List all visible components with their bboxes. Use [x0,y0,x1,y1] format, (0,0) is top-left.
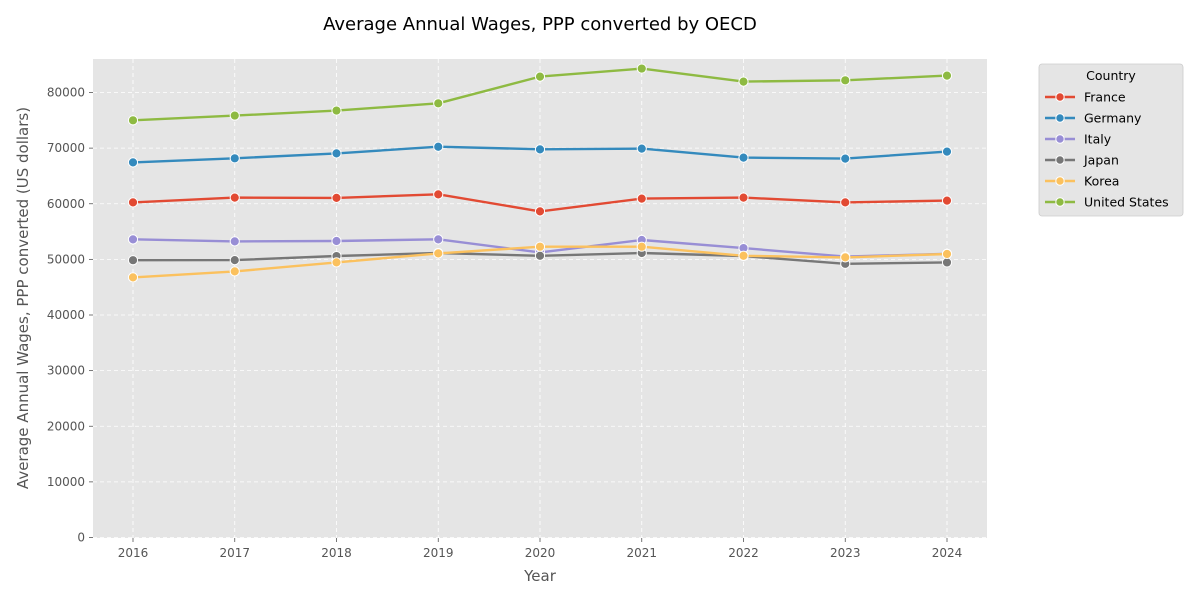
legend-item: Japan [1045,153,1119,168]
legend-item: Germany [1045,111,1142,126]
data-point [433,141,444,152]
legend-label: Korea [1084,174,1119,189]
data-point [229,110,240,121]
data-point [127,255,139,266]
data-point [534,144,546,155]
data-point [331,192,342,204]
y-tick-label: 40000 [47,308,85,322]
data-point [433,98,444,109]
data-point [534,71,546,82]
data-point [738,250,749,261]
data-point [229,192,240,203]
y-tick-label: 70000 [47,141,85,155]
series-united-states [127,63,953,126]
legend-label: United States [1084,195,1169,210]
y-tick-label: 10000 [47,475,85,489]
y-tick-label: 20000 [47,419,85,433]
series-lines [127,63,953,283]
x-axis: 2016 2017 2018 2019 2020 2021 2022 2023 2024 [118,538,963,560]
legend: Country France Germany Italy Japan Korea Unit… [1038,63,1184,217]
legend-label: Italy [1084,132,1112,147]
y-tick-label: 50000 [47,252,85,266]
legend-marker-icon [1055,197,1065,207]
legend-label: Germany [1084,111,1142,126]
legend-label: Japan [1083,153,1119,168]
legend-marker-icon [1055,134,1065,144]
data-point [433,189,444,200]
legend-marker-icon [1055,176,1065,186]
data-point [941,257,953,268]
data-point [636,193,647,204]
legend-marker-icon [1055,113,1065,123]
y-tick-label: 0 [77,531,85,545]
data-point [331,257,342,268]
data-point [941,70,953,81]
data-point [840,153,851,164]
series-germany [127,141,953,168]
x-tick-label: 2016 [118,546,149,560]
data-point [229,254,240,266]
data-point [229,266,240,277]
legend-item: France [1045,90,1126,105]
y-tick-label: 60000 [47,197,85,211]
x-tick-label: 2019 [423,546,454,560]
y-tick-label: 30000 [47,364,85,378]
legend-marker-icon [1055,155,1065,165]
x-tick-label: 2021 [626,546,657,560]
x-tick-label: 2022 [728,546,759,560]
data-point [331,148,342,159]
data-point [840,75,851,86]
legend-marker-icon [1055,92,1065,102]
data-point [534,206,546,217]
x-tick-label: 2018 [321,546,352,560]
data-point [433,234,444,245]
data-point [127,272,139,283]
legend-item: Italy [1045,132,1112,147]
legend-box [1038,63,1184,217]
legend-item: Korea [1045,174,1119,189]
data-point [941,146,953,157]
data-point [636,143,647,154]
data-point [127,234,139,245]
data-point [534,241,546,252]
data-point [941,195,953,206]
data-point [127,157,139,168]
data-point [738,76,749,87]
data-point [127,115,139,126]
legend-title: Country [1086,68,1136,83]
grid [93,59,987,538]
x-tick-label: 2017 [219,546,250,560]
y-axis-label: Average Annual Wages, PPP converted (US … [14,107,32,489]
series-korea [127,241,953,283]
data-point [331,105,342,116]
data-point [636,63,647,74]
data-point [229,236,240,247]
data-point [738,152,749,163]
data-point [331,235,342,247]
data-point [534,250,546,261]
legend-label: France [1084,90,1126,105]
y-axis: 0 10000 20000 30000 40000 50000 60000 70000 8000… [47,86,93,545]
x-tick-label: 2023 [830,546,861,560]
data-point [433,248,444,259]
legend-item: United States [1045,195,1169,210]
x-tick-label: 2024 [932,546,963,560]
chart-title: Average Annual Wages, PPP converted by O… [323,14,757,35]
x-tick-label: 2020 [525,546,556,560]
data-point [840,197,851,208]
y-tick-label: 80000 [47,86,85,100]
data-point [840,252,851,263]
x-axis-label: Year [523,567,557,585]
data-point [127,197,139,208]
series-france [127,189,953,217]
data-point [636,241,647,252]
data-point [229,153,240,164]
data-point [738,192,749,203]
data-point [941,248,953,260]
